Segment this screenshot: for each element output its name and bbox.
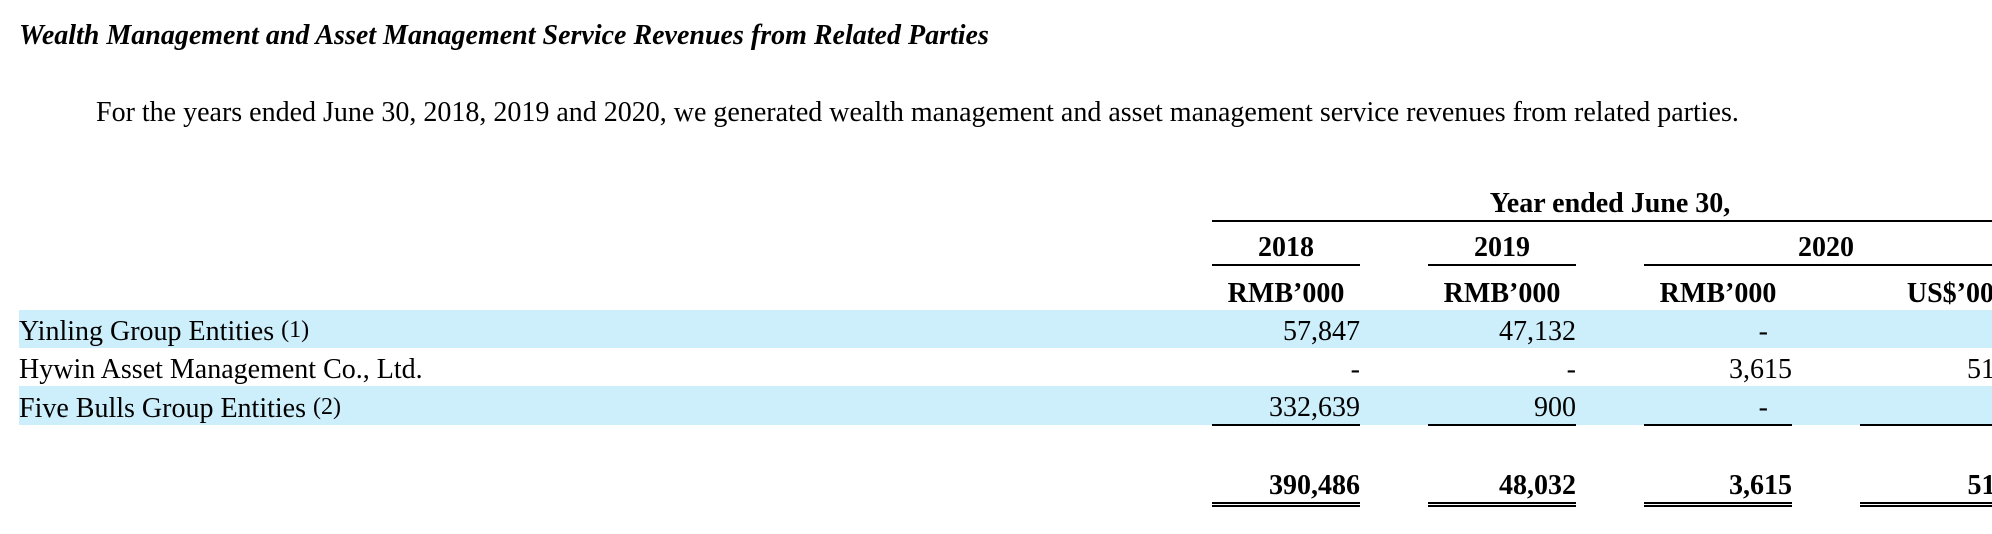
section-title: Wealth Management and Asset Management S… [19, 20, 989, 51]
total-2018: 390,486 [1212, 462, 1360, 507]
footnote-marker: (1) [281, 317, 310, 343]
cell-2020-rmb: - [1644, 386, 1792, 426]
cell-2018: - [1350, 354, 1360, 385]
unit-header-2020-usd: US$’000 [1906, 278, 1992, 309]
spacer-row [19, 425, 1992, 462]
unit-header-2020-rmb: RMB’000 [1659, 278, 1777, 309]
header-row-period: Year ended June 30, [19, 180, 1992, 222]
table-row: Yinling Group Entities (1) 57,847 47,132… [19, 310, 1992, 348]
cell-2020-rmb: 3,615 [1729, 354, 1792, 385]
cell-2020-usd: 511 [1967, 354, 1992, 385]
intro-paragraph: For the years ended June 30, 2018, 2019 … [96, 97, 1739, 128]
footnote-marker: (2) [313, 394, 341, 420]
table-row: Hywin Asset Management Co., Ltd. - - 3,6… [19, 348, 1992, 386]
related-party-revenue-table: Year ended June 30, 2018 2019 2020 RMB’0… [19, 180, 1992, 507]
cell-2020-usd: - [1860, 386, 1992, 426]
table-row: Five Bulls Group Entities (2) 332,639 90… [19, 386, 1992, 426]
cell-2018: 57,847 [1212, 310, 1360, 348]
cell-2019: 900 [1428, 386, 1576, 426]
year-header-2019: 2019 [1428, 221, 1576, 266]
unit-header-2019: RMB’000 [1443, 278, 1561, 309]
total-row: 390,486 48,032 3,615 511 [19, 462, 1992, 507]
year-header-2018: 2018 [1212, 221, 1360, 266]
row-label: Five Bulls Group Entities (2) [19, 386, 1212, 425]
cell-2020-usd: - [1860, 310, 1992, 348]
header-row-units: RMB’000 RMB’000 RMB’000 US$’000 [19, 265, 1992, 310]
total-2020-usd: 511 [1860, 462, 1992, 507]
cell-2019: 47,132 [1428, 310, 1576, 348]
row-label: Hywin Asset Management Co., Ltd. [19, 354, 423, 385]
cell-2019: - [1566, 354, 1576, 385]
total-2020-rmb: 3,615 [1644, 462, 1792, 507]
cell-2020-rmb: - [1644, 310, 1792, 348]
header-row-years: 2018 2019 2020 [19, 221, 1992, 266]
cell-2018: 332,639 [1212, 386, 1360, 426]
unit-header-2018: RMB’000 [1227, 278, 1345, 309]
period-header: Year ended June 30, [1212, 180, 1992, 222]
year-header-2020: 2020 [1644, 221, 1992, 266]
row-label: Yinling Group Entities (1) [19, 310, 1212, 348]
total-2019: 48,032 [1428, 462, 1576, 507]
